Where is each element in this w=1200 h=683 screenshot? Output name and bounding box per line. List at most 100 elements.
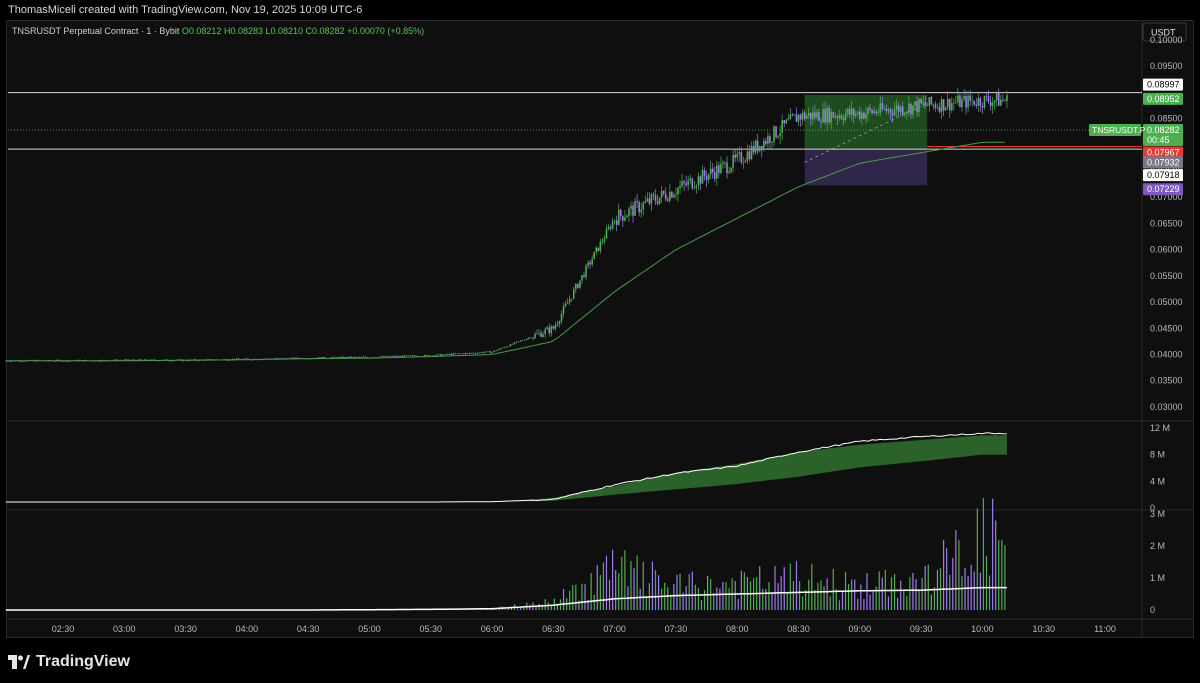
candle-body xyxy=(525,338,528,340)
candle-body xyxy=(934,104,937,108)
candle-body xyxy=(491,351,493,353)
candle-body xyxy=(366,357,369,358)
volume-bar xyxy=(507,608,510,610)
candle-body xyxy=(429,355,432,357)
candle-body xyxy=(746,151,749,161)
candle-body xyxy=(826,108,828,123)
candle-body xyxy=(834,116,837,118)
candle-body xyxy=(456,353,459,355)
candle-body xyxy=(207,359,209,360)
time-tick-label: 07:30 xyxy=(665,624,688,634)
candle-body xyxy=(644,201,647,203)
candle-body xyxy=(699,176,702,184)
candle-body xyxy=(622,215,624,221)
candle-body xyxy=(669,191,671,201)
candle-body xyxy=(401,355,403,357)
candle-body xyxy=(9,361,11,362)
candle-body xyxy=(656,201,659,204)
candle-body xyxy=(448,354,450,355)
candle-body xyxy=(691,178,694,189)
candle-body xyxy=(705,176,708,180)
volume-bar xyxy=(912,572,914,610)
volume-bar xyxy=(581,583,583,610)
candle-body xyxy=(323,357,326,359)
candle-body xyxy=(507,346,510,347)
candle-body xyxy=(284,358,287,359)
volume-bar xyxy=(826,578,828,610)
volume-bar xyxy=(596,565,598,610)
candle-body xyxy=(681,181,683,187)
candle-body xyxy=(908,103,910,112)
candle-body xyxy=(630,205,632,209)
volume-bar xyxy=(630,561,632,610)
candle-body xyxy=(695,185,698,188)
candle-body xyxy=(168,360,171,362)
candle-body xyxy=(521,340,524,341)
volume-bar xyxy=(875,586,877,610)
candle-body xyxy=(785,119,788,124)
candle-body xyxy=(403,355,406,357)
candle-body xyxy=(910,103,912,115)
candle-body xyxy=(842,118,845,121)
volume-bar xyxy=(881,577,883,610)
volume-bar xyxy=(814,589,816,610)
volume-bar xyxy=(562,589,565,610)
candle-body xyxy=(572,289,575,299)
candle-body xyxy=(697,176,700,186)
candle-body xyxy=(718,165,720,174)
chart-canvas[interactable]: TNSRUSDT Perpetual Contract · 1 · Bybit … xyxy=(0,0,1200,640)
candle-body xyxy=(675,194,677,196)
candle-body xyxy=(679,186,681,189)
candle-body xyxy=(824,109,826,123)
candle-body xyxy=(875,111,877,114)
volume-bar xyxy=(955,530,957,610)
candle-body xyxy=(364,356,367,358)
volume-bar xyxy=(792,581,795,610)
volume-bar xyxy=(857,598,859,610)
candle-body xyxy=(771,141,773,143)
tradingview-logo[interactable]: TradingView xyxy=(8,652,130,672)
candle-body xyxy=(883,108,886,110)
candle-body xyxy=(816,112,818,118)
candle-body xyxy=(595,247,598,252)
volume-bar xyxy=(933,587,935,610)
candle-body xyxy=(673,195,675,198)
candle-body xyxy=(920,99,922,104)
volume-bar xyxy=(707,575,709,610)
candle-body xyxy=(444,354,446,355)
candle-body xyxy=(950,103,953,111)
volume-bar xyxy=(952,557,954,610)
candle-body xyxy=(965,96,967,108)
candle-body xyxy=(532,337,534,339)
candle-body xyxy=(538,332,540,334)
volume-bar xyxy=(1001,539,1003,610)
volume-bar xyxy=(572,585,574,610)
candle-body xyxy=(993,100,996,103)
candle-body xyxy=(709,168,712,175)
candle-body xyxy=(971,100,973,102)
candle-body xyxy=(127,359,130,361)
candle-body xyxy=(297,357,299,359)
candle-body xyxy=(628,208,630,216)
volume-bar xyxy=(584,584,586,610)
volume-bar xyxy=(860,584,862,610)
candle-body xyxy=(632,205,634,216)
volume-bar xyxy=(673,583,675,610)
volume-bar xyxy=(777,583,779,610)
candle-body xyxy=(634,201,636,216)
candle-body xyxy=(515,341,518,343)
candle-body xyxy=(358,356,361,358)
time-tick-label: 09:00 xyxy=(849,624,872,634)
candle-body xyxy=(646,198,649,202)
candle-body xyxy=(769,136,771,143)
volume-bar xyxy=(988,575,991,610)
candle-body xyxy=(619,209,622,216)
candle-body xyxy=(450,354,452,355)
price-label-box xyxy=(1143,146,1183,159)
volume-bar xyxy=(661,588,663,610)
candle-body xyxy=(740,152,743,163)
candle-body xyxy=(666,199,669,201)
cumulative-tick-label: 4 M xyxy=(1150,476,1165,486)
volume-bar xyxy=(835,589,837,610)
candle-body xyxy=(750,145,753,160)
